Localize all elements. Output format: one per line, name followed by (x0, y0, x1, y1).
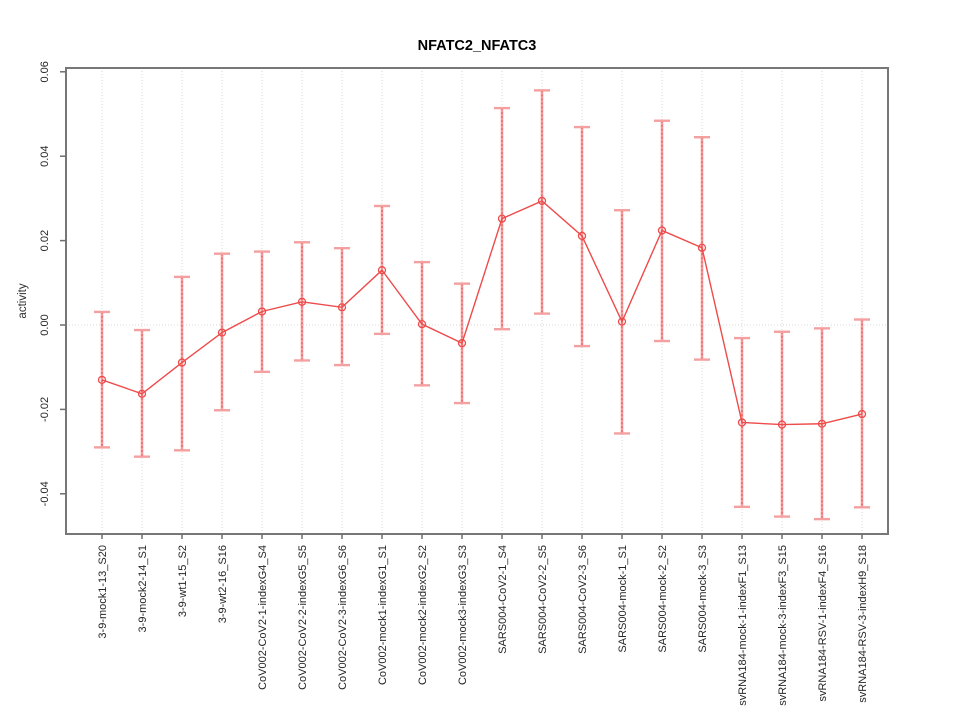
data-point-marker (337, 303, 347, 312)
chart-title: NFATC2_NFATC3 (418, 38, 537, 54)
x-tick-label: CoV002-CoV2-2-indexG5_S5 (297, 545, 309, 690)
x-tick-label: CoV002-CoV2-3-indexG6_S6 (337, 545, 349, 690)
x-tick-label: svRNA184-mock-1-indexF1_S13 (737, 545, 749, 706)
x-tick-label: SARS004-CoV2-3_S6 (577, 545, 589, 654)
x-tick-label: SARS004-mock-1_S1 (617, 545, 629, 653)
y-tick-label: 0.02 (39, 230, 51, 251)
y-tick-label: 0.04 (39, 145, 51, 166)
data-point-marker (857, 409, 867, 419)
data-point-marker (137, 389, 147, 398)
x-tick-label: 3-9-wt1-15_S2 (177, 545, 189, 617)
data-point-marker (737, 418, 747, 427)
x-tick-label: CoV002-mock3-indexG3_S3 (457, 545, 469, 685)
series-line (101, 200, 863, 426)
y-axis-label: activity (17, 283, 29, 318)
y-tick-label: -0.02 (39, 397, 51, 422)
data-point-marker (537, 196, 547, 206)
x-tick-label: SARS004-CoV2-2_S5 (537, 545, 549, 654)
plot-frame (65, 67, 889, 535)
x-tick-label: svRNA184-mock-3-indexF3_S15 (777, 545, 789, 706)
data-point-marker (217, 328, 227, 337)
data-point-marker (177, 358, 187, 367)
data-point-marker (777, 420, 787, 429)
y-tick-label: 0.06 (39, 61, 51, 82)
y-tick-label: 0.00 (39, 314, 51, 335)
data-point-marker (417, 320, 427, 329)
data-point-marker (457, 338, 467, 348)
x-tick-label: 3-9-mock2-14_S1 (137, 545, 149, 632)
data-point-marker (617, 317, 627, 326)
x-tick-label: 3-9-wt2-16_S16 (217, 545, 229, 623)
x-tick-label: svRNA184-RSV-1-indexF4_S16 (817, 545, 829, 702)
data-point-marker (817, 419, 827, 428)
x-tick-label: CoV002-mock1-indexG1_S1 (377, 545, 389, 685)
plot-generated-layer: 0.06 0.04 0.02 0.00 -0.02 -0.04 3-9-mock1-13_S… (39, 61, 889, 706)
data-point-marker (497, 214, 507, 223)
x-tick-label: CoV002-CoV2-1-indexG4_S4 (257, 545, 269, 690)
data-point-marker (697, 243, 707, 252)
x-tick-label: SARS004-CoV2-1_S4 (497, 545, 509, 654)
data-point-marker (577, 231, 587, 241)
x-tick-label: CoV002-mock2-indexG2_S2 (417, 545, 429, 685)
data-point-marker (657, 226, 667, 235)
x-tick-label: 3-9-mock1-13_S20 (97, 545, 109, 639)
x-tick-label: SARS004-mock-2_S2 (657, 545, 669, 653)
data-point-marker (297, 297, 307, 306)
y-tick-label: -0.04 (39, 481, 51, 506)
data-point-marker (97, 375, 107, 385)
data-point-marker (257, 307, 267, 316)
data-point-marker (377, 265, 387, 275)
x-tick-label: SARS004-mock-3_S3 (697, 545, 709, 653)
x-tick-label: svRNA184-RSV-3-indexH9_S18 (857, 545, 869, 703)
